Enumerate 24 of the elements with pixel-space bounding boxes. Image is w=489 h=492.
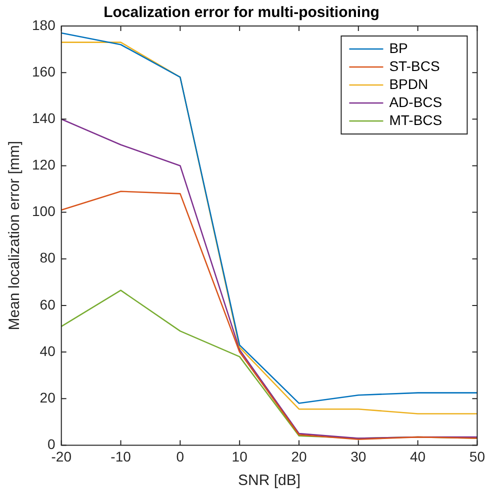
x-tick-label: 0 <box>176 448 184 464</box>
x-tick-label: 10 <box>232 448 248 464</box>
x-tick-label: -10 <box>110 448 132 464</box>
x-tick-label: 30 <box>350 448 366 464</box>
legend-label: BPDN <box>389 76 428 92</box>
legend-label: BP <box>389 40 408 56</box>
chart-title: Localization error for multi-positioning <box>104 4 380 22</box>
y-tick-label: 100 <box>32 203 56 220</box>
y-tick-label: 180 <box>32 16 56 33</box>
legend-label: ST-BCS <box>389 58 440 74</box>
y-axis-title: Mean localization error [mm] <box>6 140 24 330</box>
y-tick-label: 80 <box>40 250 56 266</box>
legend-label: MT-BCS <box>389 112 442 128</box>
y-tick-label: 160 <box>32 63 56 80</box>
y-tick-label: 40 <box>40 342 56 359</box>
y-tick-label: 60 <box>40 296 56 312</box>
y-tick-label: 20 <box>40 389 56 406</box>
legend-label: AD-BCS <box>389 94 442 110</box>
y-tick-label: 120 <box>32 156 56 173</box>
x-tick-label: 50 <box>469 448 486 464</box>
x-tick-label: 40 <box>410 448 426 464</box>
y-tick-label: 140 <box>32 110 56 126</box>
x-axis-title: SNR [dB] <box>238 472 301 490</box>
x-tick-label: 20 <box>291 448 307 464</box>
